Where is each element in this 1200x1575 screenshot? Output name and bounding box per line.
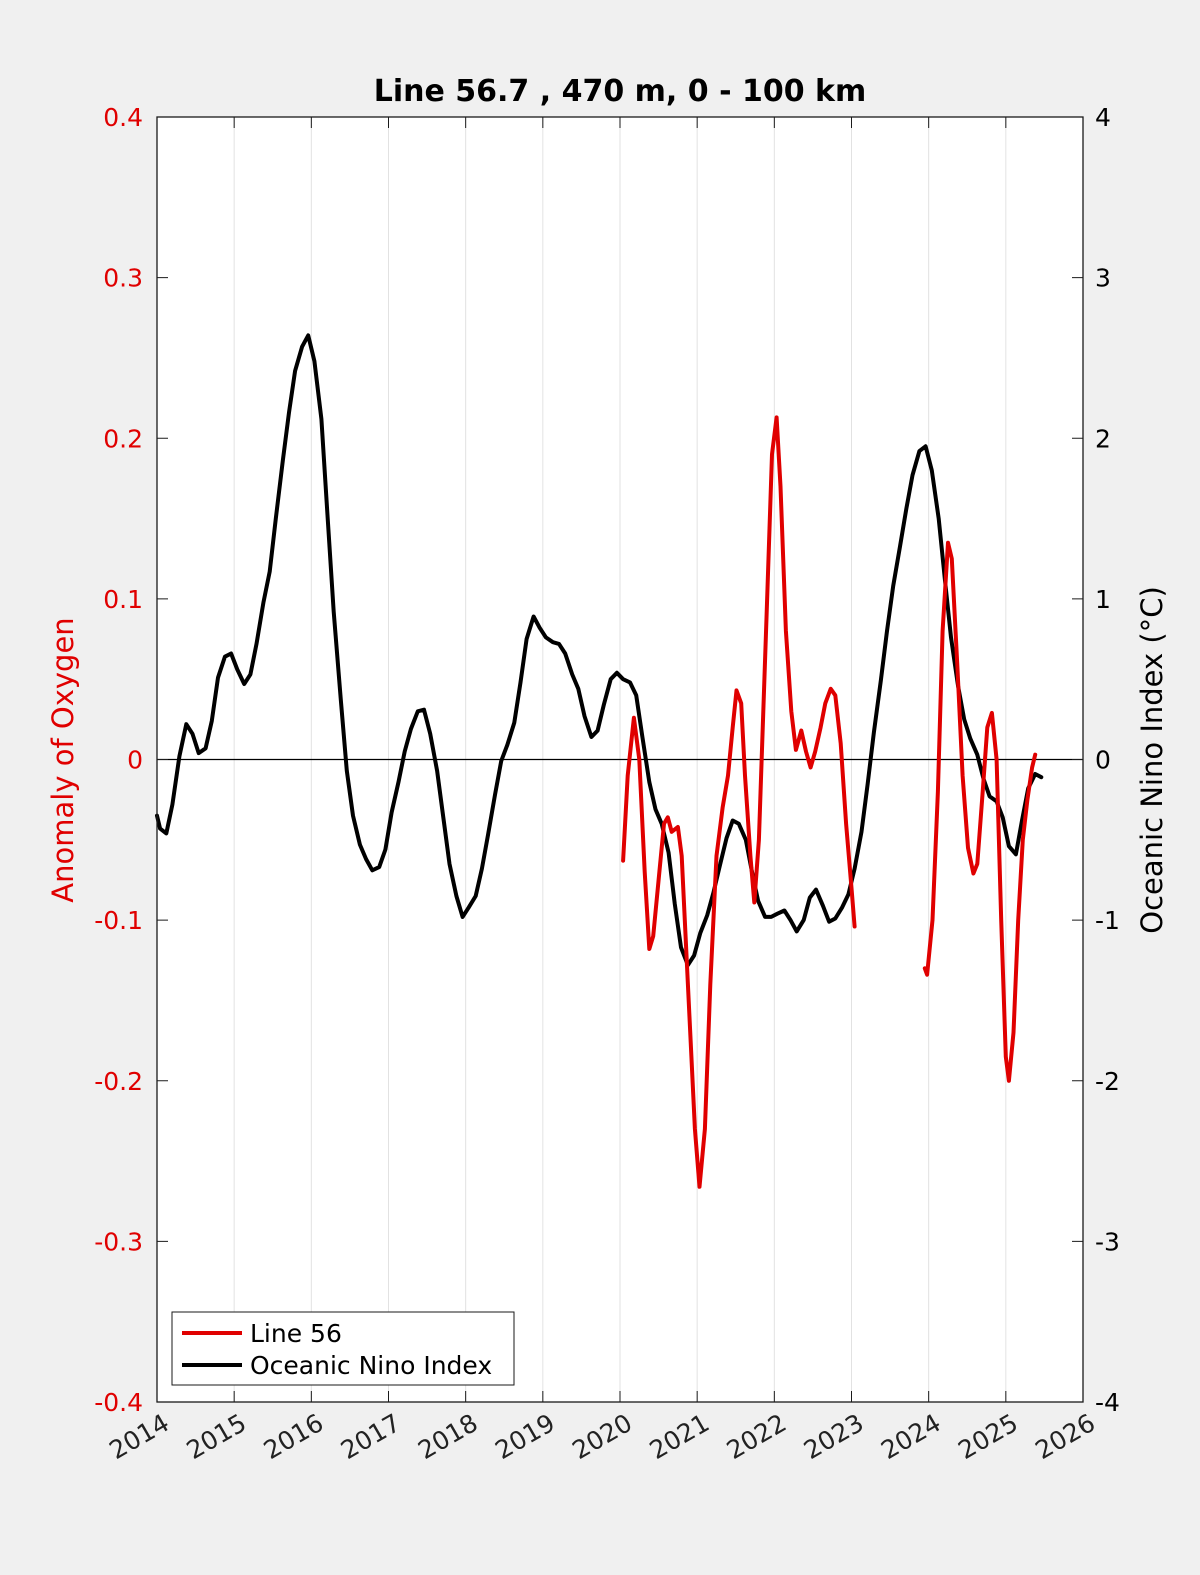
x-tick-label-2017: 2017 — [336, 1408, 406, 1465]
right-tick-label--4: -4 — [1095, 1388, 1120, 1417]
right-tick-label--1: -1 — [1095, 906, 1120, 935]
series-line-line-56-segment-0 — [621, 415, 857, 1189]
right-tick-label-4: 4 — [1095, 103, 1111, 132]
series-line-line-56-segment-1 — [922, 540, 1038, 1083]
left-y-axis: -0.4 -0.3 -0.2 -0.1 0 0.1 0.2 0.3 0.4 — [94, 103, 168, 1417]
left-y-axis-label: Anomaly of Oxygen — [46, 617, 80, 902]
left-tick-label--0.2: -0.2 — [94, 1067, 143, 1096]
left-tick-label-0.3: 0.3 — [103, 264, 143, 293]
x-tick-label-2024: 2024 — [876, 1408, 946, 1465]
x-tick-label-2025: 2025 — [953, 1408, 1023, 1465]
chart-title: Line 56.7 , 470 m, 0 - 100 km — [374, 74, 867, 109]
left-tick-label-0.2: 0.2 — [103, 424, 143, 453]
x-tick-label-2016: 2016 — [259, 1408, 329, 1465]
left-tick-label-0: 0 — [127, 746, 143, 775]
legend-label-oni: Oceanic Nino Index — [250, 1351, 492, 1380]
x-tick-label-2020: 2020 — [567, 1408, 637, 1465]
right-tick-label--3: -3 — [1095, 1227, 1120, 1256]
right-y-axis-label: Oceanic Nino Index (°C) — [1135, 586, 1169, 934]
right-tick-label-3: 3 — [1095, 264, 1111, 293]
x-tick-label-2021: 2021 — [645, 1408, 715, 1465]
series-line-oceanic-nino-index-segment-0 — [155, 333, 1044, 968]
right-tick-label-1: 1 — [1095, 585, 1111, 614]
left-tick-label-0.4: 0.4 — [103, 103, 143, 132]
x-tick-label-2015: 2015 — [182, 1408, 252, 1465]
legend: Line 56 Oceanic Nino Index — [171, 1311, 515, 1386]
x-tick-label-2018: 2018 — [413, 1408, 483, 1465]
right-tick-label-0: 0 — [1095, 746, 1111, 775]
right-tick-label-2: 2 — [1095, 424, 1111, 453]
x-tick-label-2023: 2023 — [799, 1408, 869, 1465]
x-tick-label-2019: 2019 — [490, 1408, 560, 1465]
right-tick-label--2: -2 — [1095, 1067, 1120, 1096]
left-tick-label--0.3: -0.3 — [94, 1227, 143, 1256]
x-tick-label-2022: 2022 — [722, 1408, 792, 1465]
left-tick-label--0.1: -0.1 — [94, 906, 143, 935]
left-tick-label--0.4: -0.4 — [94, 1388, 143, 1417]
series-layer — [155, 333, 1044, 1189]
x-tick-label-2026: 2026 — [1030, 1408, 1100, 1465]
left-tick-label-0.1: 0.1 — [103, 585, 143, 614]
right-y-axis: -4 -3 -2 -1 0 1 2 3 4 — [1072, 103, 1120, 1417]
legend-label-line-56: Line 56 — [250, 1319, 342, 1348]
legend-box — [171, 1311, 515, 1386]
